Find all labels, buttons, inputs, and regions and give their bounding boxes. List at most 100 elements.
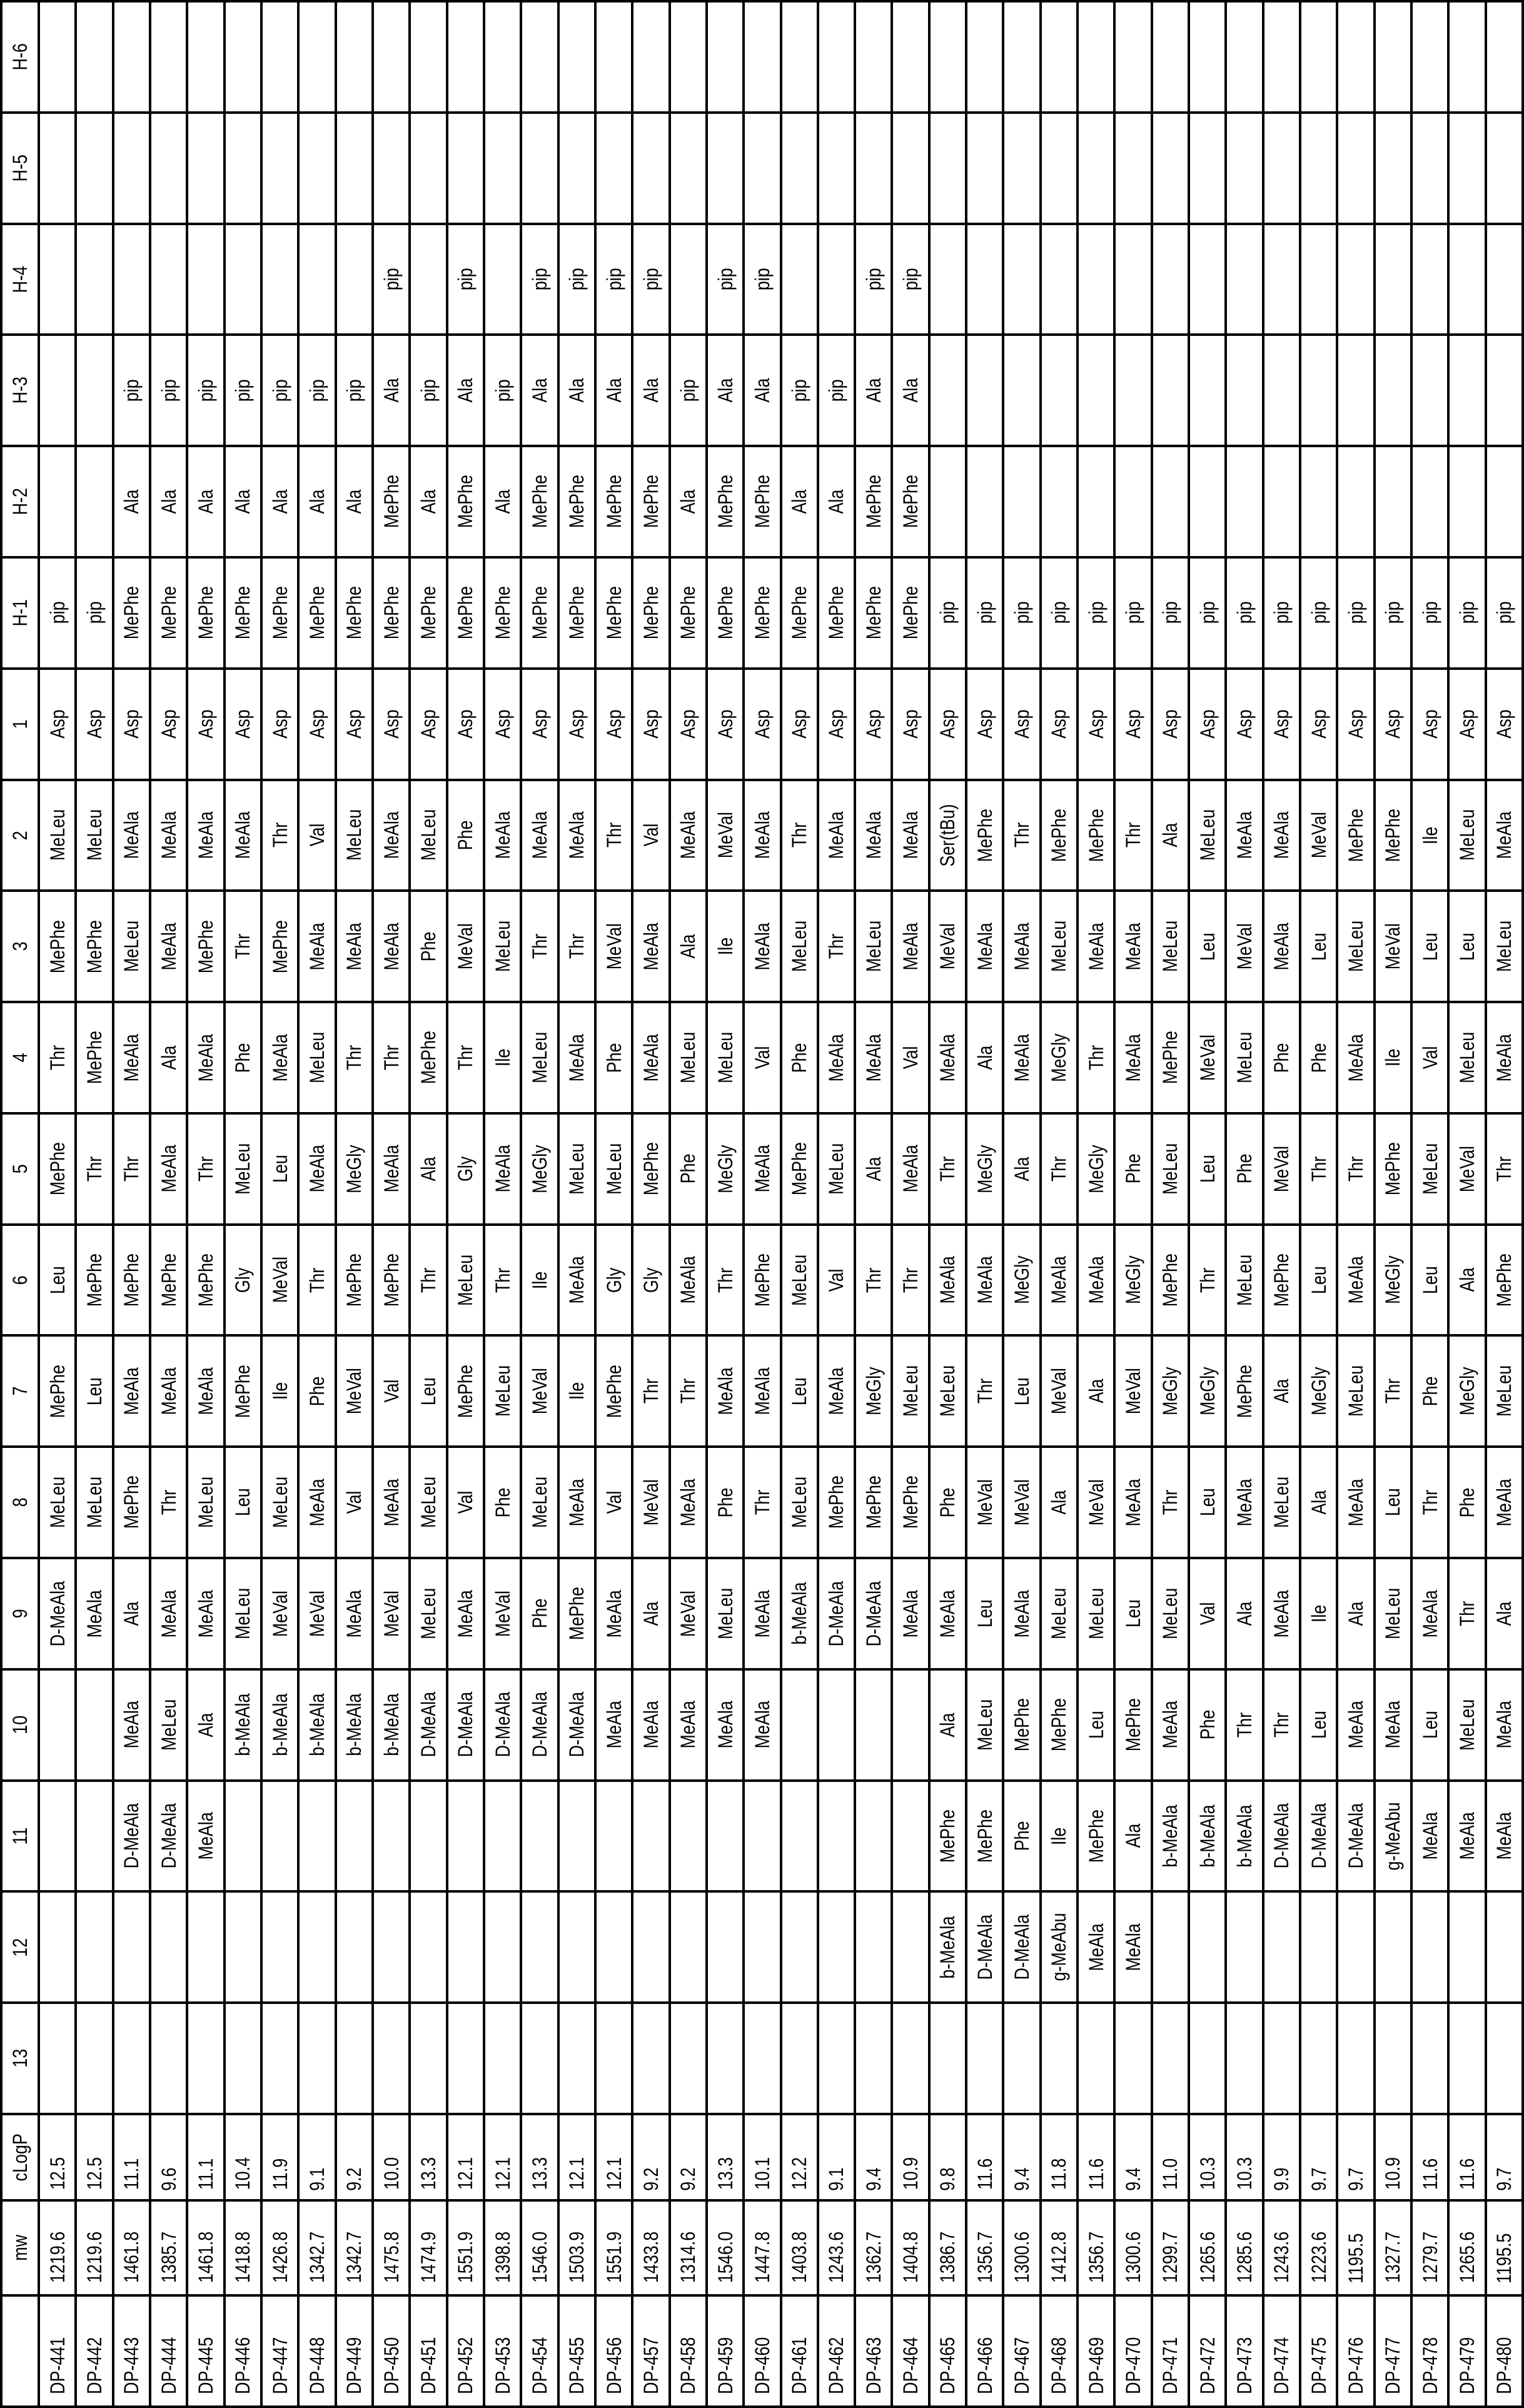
residue-cell: Asp xyxy=(374,670,408,779)
residue-cell xyxy=(1450,225,1484,334)
residue-cell: Ala xyxy=(1338,1559,1373,1668)
residue-cell: pip xyxy=(1079,559,1113,667)
residue-cell-text: MeLeu xyxy=(715,1032,735,1083)
residue-cell: MeAla xyxy=(931,1226,965,1335)
residue-cell-text: MeAla xyxy=(530,811,550,859)
compound-id-cell: DP-480 xyxy=(1487,2297,1521,2405)
residue-cell: MeVal xyxy=(1227,892,1261,1001)
residue-cell: Ile xyxy=(560,1337,594,1445)
residue-cell: MeVal xyxy=(931,892,965,1001)
residue-cell: MeVal xyxy=(1301,781,1336,890)
clogp-cell: 10.1 xyxy=(745,2115,779,2199)
residue-cell xyxy=(522,2004,557,2113)
residue-cell-text: D-MeAla xyxy=(48,1581,68,1647)
residue-cell: MeAla xyxy=(151,1559,186,1668)
residue-cell: MeLeu xyxy=(782,892,817,1001)
compound-id-cell-text: DP-447 xyxy=(270,2337,290,2394)
residue-cell: MeAla xyxy=(633,1003,668,1112)
residue-cell xyxy=(1190,225,1224,334)
residue-cell: MeAla xyxy=(300,1448,334,1557)
residue-cell-text: Asp xyxy=(455,709,475,738)
residue-cell: Leu xyxy=(263,1115,297,1223)
residue-cell xyxy=(1413,225,1447,334)
residue-cell: Thr xyxy=(1079,1003,1113,1112)
residue-cell-text: Asp xyxy=(418,709,438,738)
residue-cell-text: Ala xyxy=(1346,1602,1366,1626)
residue-cell: MeLeu xyxy=(226,1115,260,1223)
clogp-cell-text: 10.9 xyxy=(1383,2157,1403,2190)
residue-cell: MePhe xyxy=(893,1448,927,1557)
residue-cell-text: D-MeAla xyxy=(159,1803,179,1869)
residue-cell: MePhe xyxy=(856,447,891,556)
residue-cell-text: Thr xyxy=(1271,1712,1291,1738)
residue-cell-text: MePhe xyxy=(641,1142,661,1195)
residue-cell-text: Ala xyxy=(1049,1490,1069,1515)
residue-cell-text: Asp xyxy=(1271,709,1291,738)
residue-cell: MeVal xyxy=(967,1448,1002,1557)
residue-cell-text: D-MeAla xyxy=(1309,1803,1329,1869)
residue-cell-text: pip xyxy=(1271,602,1291,624)
mw-cell: 1461.8 xyxy=(114,2202,149,2294)
residue-cell: MeLeu xyxy=(1338,1337,1373,1445)
residue-cell: Phe xyxy=(1264,1003,1299,1112)
residue-cell-text: MePhe xyxy=(715,586,735,639)
residue-cell: Asp xyxy=(560,670,594,779)
mw-cell: 1551.9 xyxy=(448,2202,483,2294)
compound-table: H-6H-5H-4H-3H-2H-112345678910111213cLogP… xyxy=(0,0,1524,2408)
residue-cell: MePhe xyxy=(1376,781,1410,890)
residue-cell-text: pip xyxy=(84,602,104,624)
residue-cell-text: MeAla xyxy=(1346,1034,1366,1081)
residue-cell: MePhe xyxy=(188,892,223,1001)
residue-cell xyxy=(77,225,111,334)
clogp-cell-text: 12.1 xyxy=(493,2157,513,2190)
residue-cell-text: MeVal xyxy=(1457,1146,1477,1192)
residue-cell: MeAla xyxy=(374,1115,408,1223)
clogp-cell-text: 9.4 xyxy=(1012,2167,1032,2190)
residue-cell xyxy=(40,2004,74,2113)
residue-cell: Ala xyxy=(114,447,149,556)
residue-cell xyxy=(411,3,445,111)
residue-cell: MeAla xyxy=(597,1671,631,1779)
residue-cell-text: MeLeu xyxy=(715,1588,735,1639)
residue-cell-text: pip xyxy=(121,379,141,402)
residue-cell: pip xyxy=(114,336,149,445)
residue-cell: Ala xyxy=(1227,1559,1261,1668)
mw-cell-text: 1426.8 xyxy=(270,2232,290,2283)
residue-cell: MeLeu xyxy=(337,781,371,890)
residue-cell-text: Asp xyxy=(233,709,253,738)
residue-cell: Asp xyxy=(597,670,631,779)
compound-id-cell-text: DP-477 xyxy=(1383,2337,1403,2394)
residue-cell xyxy=(560,1782,594,1891)
residue-cell: Ala xyxy=(151,447,186,556)
residue-cell: MeLeu xyxy=(1153,1115,1188,1223)
residue-cell xyxy=(819,114,854,223)
residue-cell: Ala xyxy=(1153,781,1188,890)
residue-cell-text: Thr xyxy=(1234,1712,1254,1738)
residue-cell: Asp xyxy=(1301,670,1336,779)
clogp-cell-text: 13.3 xyxy=(418,2157,438,2190)
residue-cell-text: b-MeAla xyxy=(233,1694,253,1756)
residue-cell xyxy=(1376,2004,1410,2113)
residue-cell-text: Leu xyxy=(1383,1489,1403,1517)
residue-cell-text: Asp xyxy=(975,709,995,738)
residue-cell-text: pip xyxy=(1234,602,1254,624)
residue-cell: Phe xyxy=(1227,1115,1261,1223)
residue-cell xyxy=(1376,225,1410,334)
residue-cell-text: MeLeu xyxy=(1494,1365,1514,1417)
residue-cell-text: MeVal xyxy=(604,923,624,969)
residue-cell: MeLeu xyxy=(560,1115,594,1223)
residue-cell-text: Asp xyxy=(84,709,104,738)
residue-cell: MeLeu xyxy=(671,1003,705,1112)
residue-cell-text: MeLeu xyxy=(418,1477,438,1528)
residue-cell-text: MePhe xyxy=(715,475,735,528)
residue-cell-text: Ala xyxy=(196,490,216,514)
row-header-text: 11 xyxy=(10,1828,30,1845)
residue-cell-text: g-MeAbu xyxy=(1049,1913,1069,1981)
residue-cell-text: Thr xyxy=(121,1156,141,1181)
residue-cell: MeVal xyxy=(485,1559,520,1668)
residue-cell: Leu xyxy=(1301,1226,1336,1335)
clogp-cell-text: 9.4 xyxy=(1123,2167,1143,2190)
residue-cell-text: Leu xyxy=(789,1377,809,1405)
mw-cell-text: 1342.7 xyxy=(307,2232,327,2283)
residue-cell-text: Phe xyxy=(789,1043,809,1073)
